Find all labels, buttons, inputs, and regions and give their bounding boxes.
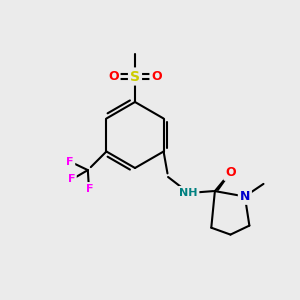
Text: F: F xyxy=(66,157,74,167)
Text: O: O xyxy=(108,70,119,83)
Text: F: F xyxy=(85,184,93,194)
Text: NH: NH xyxy=(179,188,198,198)
Text: O: O xyxy=(151,70,162,83)
Text: S: S xyxy=(130,70,140,83)
Text: O: O xyxy=(225,166,236,179)
Text: N: N xyxy=(240,190,250,203)
Text: F: F xyxy=(68,174,75,184)
